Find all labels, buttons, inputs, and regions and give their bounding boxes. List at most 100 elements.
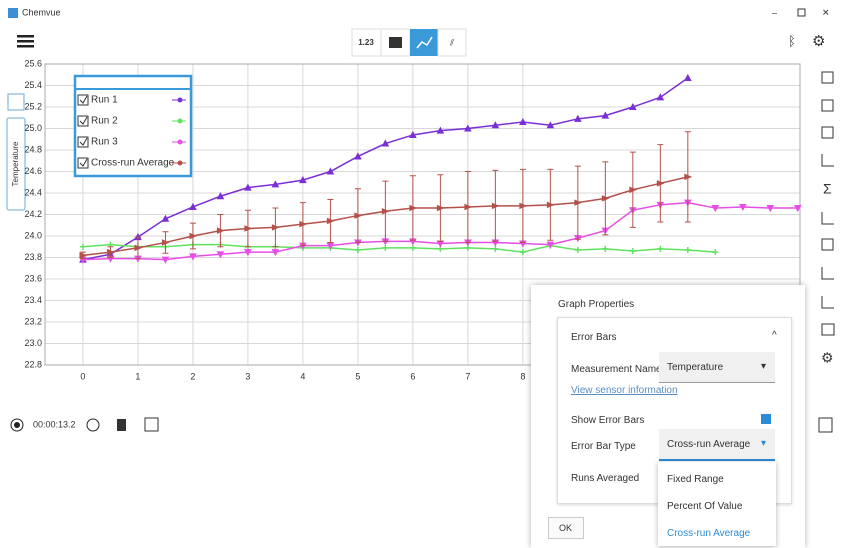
- y-axis-selector[interactable]: [6, 117, 26, 211]
- y-tick-label: 25.6: [24, 58, 42, 68]
- point: [216, 227, 225, 234]
- maximize[interactable]: [797, 8, 806, 17]
- list-button[interactable]: [144, 417, 159, 432]
- point: [519, 118, 527, 126]
- y-tick-label: 22.8: [24, 359, 42, 369]
- point: [656, 93, 665, 101]
- tool[interactable]: Σ: [823, 181, 832, 197]
- window-title: Chemvue: [22, 7, 61, 17]
- legend: Run 1 Run 2 Run 3 Cross-run Average: [73, 74, 193, 178]
- point: [326, 242, 335, 250]
- tool[interactable]: [821, 267, 834, 280]
- timer: 00:00:13.2: [33, 419, 76, 429]
- tool[interactable]: [821, 99, 834, 112]
- show-checkbox[interactable]: [761, 414, 771, 424]
- y-tick-label: 25.0: [24, 123, 42, 133]
- point: [464, 124, 472, 132]
- digits-label: 1.23: [358, 38, 374, 47]
- point: [546, 201, 555, 209]
- delete-button[interactable]: [117, 419, 126, 431]
- legend-marker: [177, 160, 183, 166]
- bluetooth[interactable]: ᛒ: [788, 33, 796, 48]
- y-tick-label: 23.8: [24, 252, 42, 262]
- collapse-icon[interactable]: ^: [772, 330, 777, 341]
- point: [602, 245, 609, 252]
- meter-view[interactable]: [437, 28, 467, 57]
- dropdown-option[interactable]: Fixed Range: [667, 474, 724, 485]
- tool[interactable]: [821, 126, 834, 139]
- legend-label: Run 3: [91, 137, 118, 148]
- type-label: Error Bar Type: [571, 441, 636, 452]
- legend-checkbox[interactable]: [77, 94, 89, 106]
- zoom-button[interactable]: [7, 93, 25, 111]
- dropdown-option[interactable]: Percent Of Value: [667, 501, 743, 512]
- point: [491, 202, 500, 210]
- type-select[interactable]: Cross-run Average ▾: [659, 429, 775, 461]
- legend-checkbox[interactable]: [77, 136, 89, 148]
- tool[interactable]: [821, 296, 834, 309]
- point: [354, 246, 361, 253]
- close[interactable]: ✕: [822, 7, 830, 17]
- measurement-select[interactable]: Temperature ▾: [659, 352, 775, 383]
- y-tick-label: 23.2: [24, 316, 42, 326]
- y-tick-label: 25.2: [24, 101, 42, 111]
- tool[interactable]: [821, 212, 834, 225]
- timer-button[interactable]: [86, 418, 100, 432]
- y-tick-label: 24.4: [24, 187, 42, 197]
- x-tick-label: 8: [520, 371, 525, 381]
- point: [464, 203, 473, 211]
- point: [106, 248, 115, 256]
- x-tick-label: 7: [465, 371, 470, 381]
- tool[interactable]: [821, 323, 835, 336]
- point: [519, 249, 526, 256]
- point: [271, 180, 280, 188]
- legend-marker: [177, 139, 183, 145]
- point: [683, 73, 692, 81]
- settings[interactable]: ⚙: [812, 33, 825, 50]
- record-button[interactable]: [10, 418, 24, 432]
- legend-checkbox[interactable]: [77, 115, 89, 127]
- tool[interactable]: [821, 154, 834, 167]
- legend-checkbox[interactable]: [77, 157, 89, 169]
- legend-label: Run 2: [91, 116, 118, 127]
- point: [684, 173, 693, 181]
- menu-button[interactable]: [17, 35, 34, 48]
- digits-view[interactable]: [351, 28, 382, 57]
- calculator[interactable]: [818, 417, 833, 433]
- point: [381, 139, 390, 147]
- x-tick-label: 1: [135, 371, 140, 381]
- point: [656, 180, 665, 187]
- tool[interactable]: [821, 238, 834, 251]
- point: [299, 176, 307, 184]
- point: [436, 204, 445, 212]
- dropdown-option[interactable]: Cross-run Average: [667, 528, 751, 539]
- type-value: Cross-run Average: [667, 439, 751, 450]
- side-tools: Σ ⚙: [818, 71, 835, 433]
- y-axis-label: Temperature: [11, 141, 20, 186]
- point: [628, 102, 637, 110]
- ok-label: OK: [559, 523, 573, 533]
- legend-label: Cross-run Average: [91, 158, 175, 169]
- measurement-label: Measurement Name: [571, 364, 662, 375]
- ok-button[interactable]: OK: [548, 517, 584, 539]
- tool[interactable]: [821, 71, 834, 84]
- point: [79, 243, 86, 250]
- y-tick-label: 24.0: [24, 230, 42, 240]
- minimize[interactable]: –: [772, 7, 777, 17]
- check: [79, 95, 88, 104]
- point: [244, 249, 252, 257]
- tool[interactable]: ⚙: [821, 350, 834, 366]
- point: [161, 256, 170, 264]
- point: [436, 126, 445, 134]
- point: [271, 249, 280, 257]
- point: [409, 204, 418, 212]
- point: [766, 205, 775, 213]
- section-title[interactable]: Error Bars: [571, 332, 617, 343]
- point: [793, 205, 802, 213]
- properties-panel: Graph Properties Error Bars ^ Measuremen…: [531, 285, 805, 548]
- point: [271, 224, 280, 231]
- x-tick-label: 2: [190, 371, 195, 381]
- sensor-link[interactable]: View sensor information: [571, 385, 678, 396]
- point: [326, 167, 335, 175]
